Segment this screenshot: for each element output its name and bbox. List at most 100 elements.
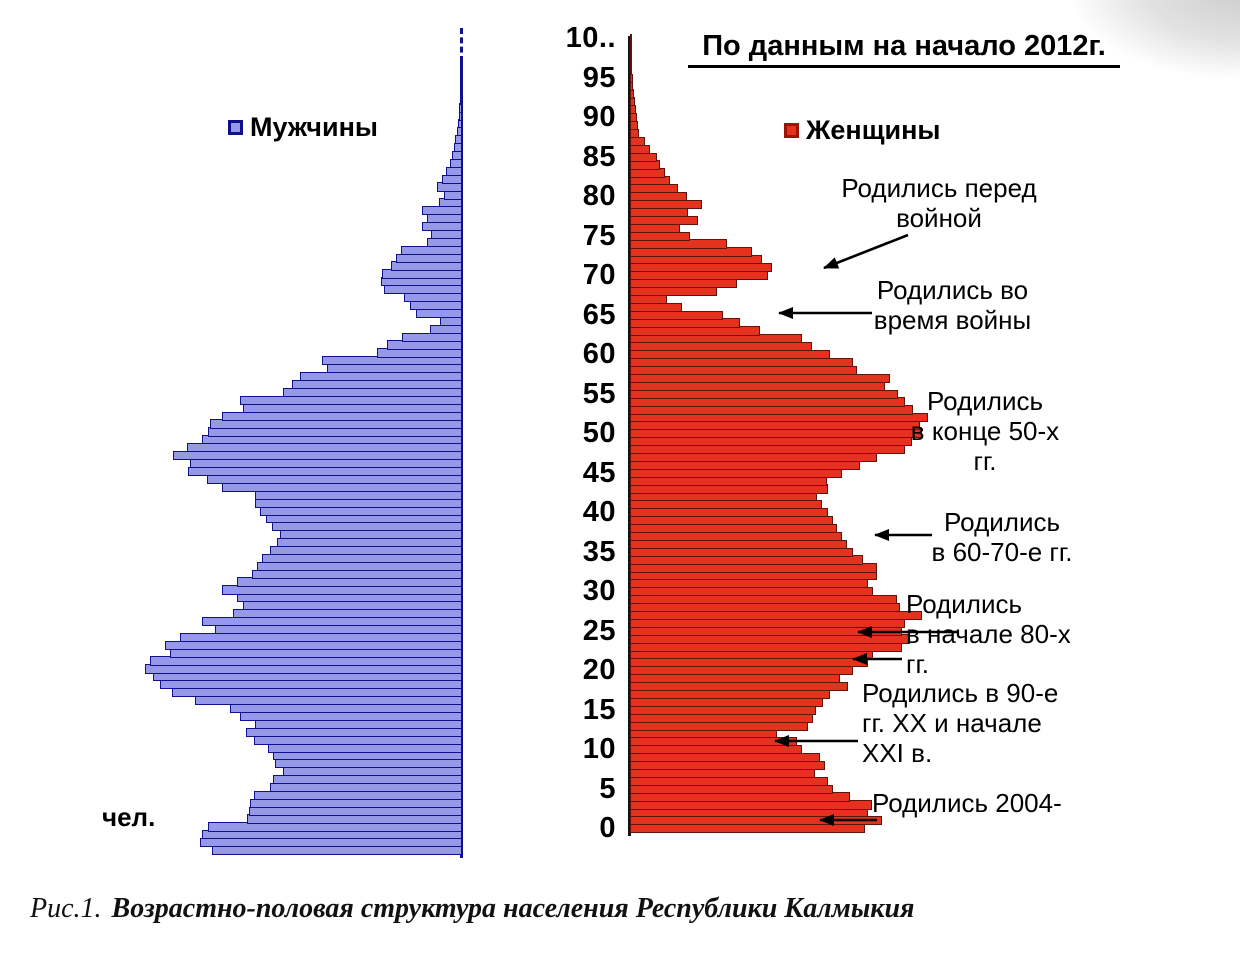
male-bar-age-99: [460, 63, 462, 74]
age-tick-50: 50: [582, 417, 616, 449]
female-bar-age-59: [630, 357, 853, 368]
female-bar-age-26: [630, 618, 905, 628]
female-bar-age-77: [630, 215, 698, 225]
male-bar-age-45: [255, 490, 462, 500]
male-bar-age-62: [322, 356, 462, 366]
female-bar-age-56: [630, 381, 885, 391]
age-tick-75: 75: [582, 219, 616, 252]
age-tick-45: 45: [582, 456, 616, 489]
male-bar-age-29: [202, 616, 462, 627]
female-bar-age-96: [630, 65, 632, 75]
male-bar-age-61: [327, 364, 462, 374]
female-bar-age-93: [630, 89, 634, 99]
female-bar-age-94: [630, 81, 633, 91]
female-bar-age-6: [630, 776, 828, 786]
female-bar-age-53: [630, 405, 913, 415]
female-bar-age-54: [630, 397, 905, 407]
male-bar-age-56: [243, 403, 462, 413]
female-bar-age-62: [630, 334, 802, 344]
male-bar-age-47: [207, 474, 462, 484]
caption-number: Рис.1.: [30, 893, 102, 924]
female-bar-age-70: [630, 271, 768, 281]
male-bar-age-78: [431, 229, 462, 240]
male-bar-age-18: [230, 703, 462, 714]
female-bar-age-41: [630, 500, 822, 510]
female-bar-age-36: [630, 539, 847, 549]
female-bar-age-30: [630, 587, 873, 597]
female-bar-age-86: [630, 144, 650, 154]
female-bar-age-13: [630, 721, 808, 731]
female-bar-age-64: [630, 318, 740, 328]
female-bar-age-85: [630, 152, 657, 162]
female-bar-age-61: [630, 342, 812, 352]
female-bar-age-72: [630, 255, 762, 265]
age-tick-10: 10: [582, 733, 616, 765]
male-bar-age-10: [283, 767, 462, 777]
male-bar-age-95: [460, 95, 462, 105]
male-bar-age-87: [450, 158, 462, 168]
female-bar-age-1: [630, 816, 882, 826]
male-bar-age-81: [422, 206, 462, 216]
male-bar-age-49: [190, 458, 462, 469]
male-bar-age-37: [262, 553, 462, 563]
male-bar-age-17: [240, 711, 462, 721]
male-bar-age-19: [195, 695, 462, 706]
annotation-born-before-war: Родились перед войной: [841, 173, 1037, 233]
male-bar-age-79: [422, 221, 462, 232]
female-bar-age-17: [630, 689, 830, 699]
age-tick-20: 20: [582, 654, 616, 686]
figure-caption: Рис.1. Возрастно-половая структура населе…: [30, 893, 1210, 925]
male-bar-age-66: [430, 324, 462, 334]
male-bar-age-82: [439, 198, 462, 208]
male-bar-age-51: [187, 443, 462, 453]
female-bar-age-67: [630, 294, 667, 304]
age-tick-15: 15: [582, 693, 616, 726]
male-bar-age-35: [252, 569, 462, 579]
legend-male-label: Мужчины: [250, 112, 378, 142]
female-bar-age-76: [630, 223, 680, 233]
male-bar-age-100: [460, 56, 462, 66]
male-bar-age-8: [270, 782, 462, 793]
male-bar-age-94: [459, 103, 462, 113]
male-bar-age-68: [416, 308, 462, 319]
male-bar-age-64: [387, 340, 462, 350]
female-bar-age-90: [630, 113, 637, 123]
caption-text: Возрастно-половая структура населения Ре…: [111, 893, 915, 924]
unit-label: чел.: [102, 802, 156, 832]
female-bar-age-58: [630, 365, 857, 376]
female-bar-age-46: [630, 460, 860, 470]
female-bar-age-73: [630, 247, 752, 257]
male-bar-age-70: [404, 293, 462, 303]
female-bar-age-99: [630, 41, 632, 52]
female-bar-age-11: [630, 737, 797, 747]
female-bar-age-82: [630, 176, 670, 186]
male-bar-age-12: [273, 751, 462, 761]
female-bar-age-4: [630, 792, 850, 802]
female-bar-age-80: [630, 192, 687, 202]
male-bar-age-36: [257, 561, 462, 571]
age-tick-100: 10..: [565, 22, 616, 54]
male-bar-age-42: [266, 514, 462, 524]
male-bar-age-15: [246, 727, 462, 737]
female-bar-age-95: [630, 73, 633, 83]
female-bar-age-9: [630, 752, 820, 763]
annotation-born-late-50s: Родились в конце 50-х гг.: [910, 386, 1060, 476]
female-bar-age-3: [630, 800, 872, 810]
female-bar-age-7: [630, 768, 815, 778]
female-bar-age-75: [630, 231, 690, 241]
male-bar-age-60: [300, 372, 462, 382]
age-tick-90: 90: [582, 101, 616, 133]
female-bar-age-55: [630, 389, 898, 399]
male-bar-age-77: [427, 237, 462, 247]
female-bar-age-49: [630, 436, 912, 447]
male-bar-age-85: [442, 174, 462, 184]
age-tick-70: 70: [582, 259, 616, 291]
female-bar-age-23: [630, 642, 902, 652]
female-bar-age-38: [630, 523, 837, 534]
male-bar-age-59: [292, 379, 462, 390]
female-bar-age-21: [630, 658, 868, 668]
male-bar-age-71: [384, 285, 462, 295]
male-bar-age-7: [254, 790, 462, 800]
female-bar-age-32: [630, 571, 877, 581]
